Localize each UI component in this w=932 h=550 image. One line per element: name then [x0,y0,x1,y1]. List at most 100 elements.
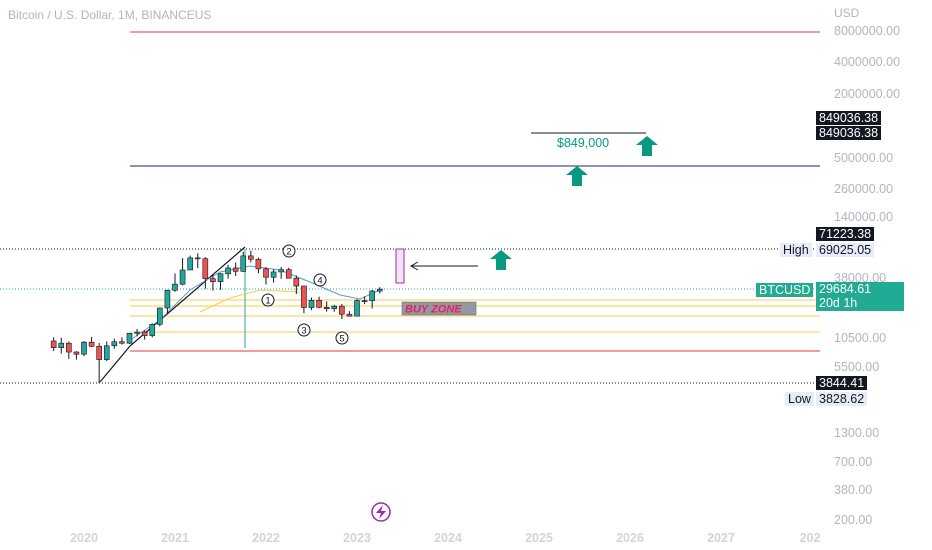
price-tick: 8000000.00 [834,24,900,38]
candle-body [248,255,254,260]
candle-body [240,255,247,272]
wave-label-5: 5 [335,331,349,345]
time-tick: 202 [800,531,821,545]
candle [331,304,338,312]
price-tick: 140000.00 [834,210,893,224]
candle-body [331,305,338,309]
candle [58,337,65,354]
candle-body [179,269,186,285]
candle [50,337,57,352]
impulse-trend-line [99,246,246,383]
wave-label-2: 2 [282,244,296,258]
price-tick: 10500.00 [834,331,886,345]
candle-body [134,331,140,334]
candle [354,299,360,317]
candle-countdown: 20d 1h [819,296,858,310]
candle-body [232,267,239,272]
yellow-ma-line [199,289,301,313]
candle [232,262,239,276]
price-tick: 260000.00 [834,182,893,196]
price-tick: 500000.00 [834,151,893,165]
candle [316,296,322,309]
price-axis[interactable]: 8000000.00 4000000.00 2000000.00 500000.… [834,24,900,527]
candle-body [126,333,133,344]
candle [285,267,292,279]
symbol-badge[interactable]: BTCUSD [756,283,814,297]
time-tick: 2027 [707,531,735,545]
time-tick: 2026 [616,531,644,545]
candle [96,342,102,384]
candle [81,340,87,357]
candle-body [111,341,118,347]
candle [164,289,171,314]
price-tick: 1300.00 [834,426,879,440]
candle [119,337,125,345]
high-marker-badge: 71223.38 [816,227,875,241]
candle [88,336,95,348]
candle-body [376,288,383,292]
buy-zone-box [401,301,477,316]
candle-body [73,351,80,355]
time-tick: 2022 [252,531,280,545]
candle [111,338,118,349]
candle [308,297,315,311]
candle [263,267,269,285]
svg-text:3: 3 [301,326,306,337]
candle [323,301,330,312]
low-marker-badge: 3844.41 [816,376,868,390]
candle [255,257,262,274]
candle [248,250,254,263]
candle-body [88,341,95,347]
candle [376,287,383,294]
last-price-value: 29684.61 [819,282,872,296]
candle-body [194,257,201,260]
candle [187,255,193,271]
candle [346,311,353,317]
candle-body [103,345,110,360]
candle [369,289,375,309]
up-arrow-icon [490,250,512,270]
time-axis[interactable]: 2020 2021 2022 2023 2024 2025 2026 2027 … [70,531,820,545]
candle [194,253,201,269]
candle-body [316,299,322,308]
candle [149,323,156,338]
candle-body [172,283,178,291]
candle-body [308,299,315,308]
candle-body [50,340,57,348]
candle-body [255,258,262,270]
candle [157,307,163,327]
candle [301,285,307,314]
candle [217,272,224,290]
wave-label-4: 4 [313,273,327,287]
candle-body [369,290,375,301]
candle-body [301,285,307,308]
candle [134,328,140,337]
candle-body [225,267,231,275]
candle-body [323,307,330,309]
price-tick: 38000.00 [834,271,886,285]
target-price-badge: 849036.38 [816,126,882,140]
candle-body [361,300,368,302]
candle [361,296,368,305]
up-arrow-icon [566,166,588,186]
candle [172,273,178,292]
low-label-badge: Low [785,392,814,406]
candle [126,332,133,344]
candle-body [149,324,156,336]
lightning-logo-icon[interactable] [371,502,391,522]
target-price-text: $849,000 [557,136,609,150]
candle [73,351,80,360]
candle [240,251,247,272]
buy-zone-label: BUY ZONE [405,304,462,316]
candle-body [263,268,269,278]
pointer-arrow-head [409,261,419,271]
target-price-badge: 849036.38 [816,111,882,125]
candle-body [354,300,360,317]
symbol-title[interactable]: Bitcoin / U.S. Dollar, 1M, BINANCEUS [8,8,212,22]
candle-body [187,257,193,271]
candle [141,330,148,340]
candle-body [293,277,300,287]
candle-body [210,278,216,282]
candle-body [278,269,284,273]
